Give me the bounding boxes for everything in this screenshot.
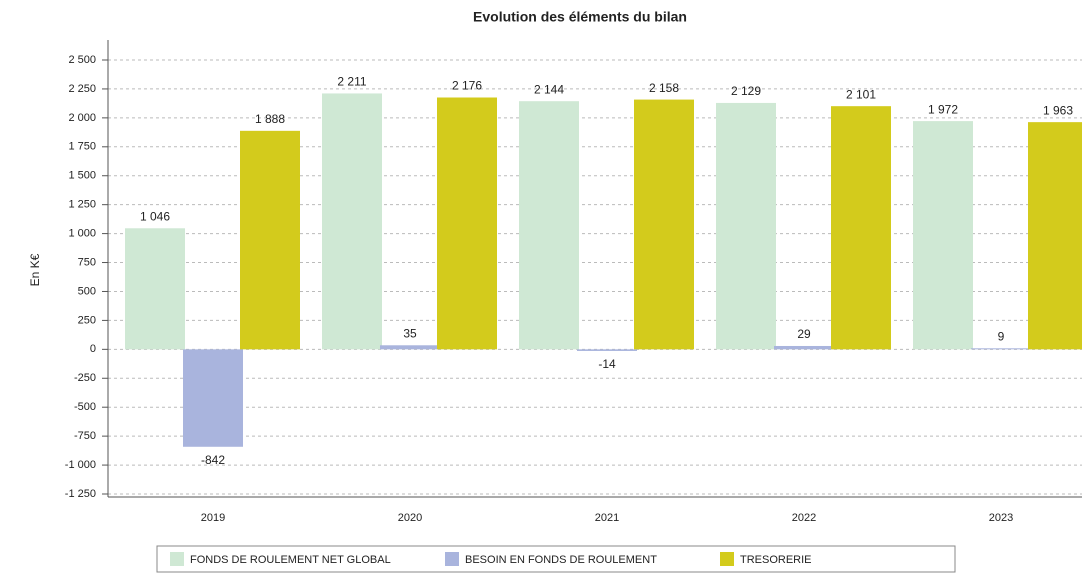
y-tick-label: -750 [74, 430, 96, 442]
y-tick-label: 1 750 [68, 141, 96, 153]
y-tick-label: 1 000 [68, 228, 96, 240]
y-tick-label: 750 [78, 256, 96, 268]
y-tick-label: 1 500 [68, 170, 96, 182]
data-label: 1 972 [928, 102, 958, 116]
legend-label: BESOIN EN FONDS DE ROULEMENT [465, 554, 657, 566]
bar [716, 102, 776, 350]
bar [774, 345, 834, 350]
data-label: 2 129 [731, 84, 761, 98]
data-label: 2 144 [534, 82, 564, 96]
data-label: 2 101 [846, 87, 876, 101]
data-label: 1 888 [255, 112, 285, 126]
x-tick-label: 2019 [201, 512, 225, 524]
data-label: -842 [201, 453, 225, 467]
x-tick-label: 2021 [595, 512, 619, 524]
y-tick-label: 2 000 [68, 112, 96, 124]
bar [1028, 122, 1082, 350]
y-tick-label: 250 [78, 314, 96, 326]
legend-label: TRESORERIE [740, 554, 812, 566]
bar [125, 228, 185, 350]
bar [183, 349, 243, 447]
bar [634, 99, 694, 350]
y-tick-label: -1 000 [65, 459, 96, 471]
legend-swatch [445, 552, 459, 566]
bar [577, 349, 637, 351]
y-tick-label: 0 [90, 343, 96, 355]
bar [831, 106, 891, 350]
data-label: 1 046 [140, 209, 170, 223]
data-label: 1 963 [1043, 103, 1073, 117]
bar [380, 345, 440, 350]
data-label: 35 [403, 326, 417, 340]
bar [240, 130, 300, 350]
bar [971, 348, 1031, 350]
legend-swatch [170, 552, 184, 566]
x-tick-label: 2023 [989, 512, 1013, 524]
data-label: 2 158 [649, 81, 679, 95]
x-tick-label: 2022 [792, 512, 816, 524]
y-tick-label: 2 250 [68, 83, 96, 95]
data-label: 29 [797, 327, 811, 341]
y-tick-label: 500 [78, 285, 96, 297]
bar [322, 93, 382, 350]
chart-title: Evolution des éléments du bilan [473, 9, 687, 25]
data-label: 9 [998, 329, 1005, 343]
bar [913, 121, 973, 350]
legend-swatch [720, 552, 734, 566]
y-axis-label: En K€ [28, 253, 42, 286]
x-tick-label: 2020 [398, 512, 422, 524]
data-label: 2 176 [452, 79, 482, 93]
y-tick-label: -500 [74, 401, 96, 413]
legend-label: FONDS DE ROULEMENT NET GLOBAL [190, 554, 391, 566]
y-tick-label: -250 [74, 372, 96, 384]
data-label: 2 211 [337, 75, 366, 89]
bar [519, 101, 579, 350]
y-tick-label: -1 250 [65, 488, 96, 500]
bar [437, 97, 497, 350]
legend-box [156, 545, 956, 573]
y-tick-label: 1 250 [68, 199, 96, 211]
y-tick-label: 2 500 [68, 54, 96, 66]
data-label: -14 [598, 357, 616, 371]
